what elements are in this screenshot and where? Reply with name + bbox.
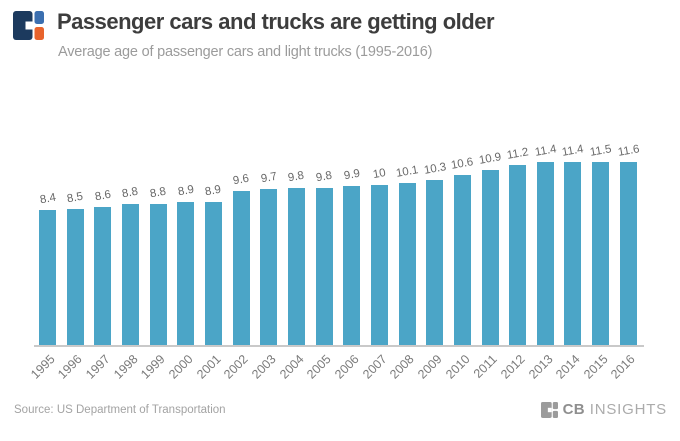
x-axis-label: 1996 — [55, 352, 86, 382]
bar-value-label: 8.9 — [176, 183, 195, 199]
chart-bars: 8.4 1995 8.5 1996 8.6 1997 8.8 1998 8.8 1999 8.9 20… — [28, 143, 640, 382]
bar — [94, 206, 112, 345]
bar — [592, 162, 610, 345]
bar — [619, 162, 637, 345]
bar-group: 9.8 2004 — [277, 145, 307, 381]
x-axis-label: 2010 — [442, 352, 473, 382]
bar-group: 8.4 1995 — [28, 145, 58, 382]
bar-group: 8.6 1997 — [83, 145, 113, 382]
bar-value-label: 8.8 — [149, 185, 168, 201]
bar — [66, 208, 84, 345]
bar-value-label: 10 — [372, 166, 387, 181]
bar-value-label: 8.9 — [204, 183, 223, 199]
bar — [149, 203, 167, 345]
bar-group: 10.1 2008 — [387, 145, 419, 382]
x-axis-label: 2005 — [304, 352, 334, 382]
x-axis-label: 2013 — [525, 352, 556, 382]
bar-group: 9.6 2002 — [221, 145, 251, 382]
footer-brand: CB INSIGHTS — [540, 401, 667, 418]
x-axis-label: 1998 — [110, 352, 141, 382]
bar-value-label: 10.6 — [450, 156, 475, 172]
x-axis-label: 2001 — [193, 352, 224, 382]
bar — [370, 184, 388, 345]
bar-group: 8.9 2000 — [166, 145, 196, 382]
x-axis-label: 1997 — [83, 352, 113, 382]
bar-group: 11.5 2015 — [581, 143, 613, 381]
bar-value-label: 9.9 — [342, 167, 361, 183]
bar-value-label: 8.6 — [93, 188, 112, 204]
x-axis-label: 2007 — [359, 352, 390, 382]
x-axis-label: 2000 — [166, 352, 196, 382]
x-axis-label: 2011 — [470, 352, 500, 381]
x-axis-label: 2002 — [221, 352, 251, 382]
bar — [287, 187, 305, 345]
page-title: Passenger cars and trucks are getting ol… — [57, 9, 495, 34]
bar-group: 11.4 2013 — [526, 143, 557, 381]
x-axis-label: 2009 — [415, 352, 445, 382]
x-axis-label: 2006 — [332, 352, 362, 382]
bar-group: 11.4 2014 — [553, 143, 585, 381]
x-axis-label: 1999 — [138, 352, 169, 382]
cbinsights-logo-gray-icon — [540, 401, 558, 418]
cbinsights-logo-icon — [13, 11, 44, 40]
bar — [453, 174, 471, 345]
plot-area: 8.4 1995 8.5 1996 8.6 1997 8.8 1998 8.8 1999 8.9 20… — [28, 143, 644, 382]
source-note: Source: US Department of Transportation — [14, 404, 226, 416]
x-axis-line — [34, 345, 644, 347]
bar — [39, 210, 56, 345]
x-axis-label: 2014 — [553, 352, 583, 382]
bar-group: 8.8 1998 — [111, 145, 141, 381]
bar-value-label: 9.6 — [232, 172, 251, 188]
x-axis-label: 2004 — [276, 352, 307, 382]
bar — [204, 202, 222, 345]
x-axis-label: 2012 — [497, 352, 528, 382]
bar-value-label: 10.1 — [394, 164, 420, 180]
bar — [509, 165, 527, 345]
bar-value-label: 11.2 — [506, 146, 530, 163]
bar-value-label: 10.9 — [477, 151, 503, 167]
x-axis-label: 2015 — [580, 352, 611, 382]
bar-value-label: 11.6 — [616, 143, 640, 159]
bar-group: 9.7 2003 — [249, 145, 279, 382]
bar — [564, 162, 582, 345]
bar-group: 8.9 2001 — [194, 145, 224, 382]
bar-value-label: 9.8 — [315, 169, 333, 185]
bar-value-label: 8.5 — [66, 190, 85, 205]
bar-value-label: 9.8 — [287, 169, 306, 185]
bar — [536, 162, 554, 345]
bar — [260, 189, 278, 345]
bar-group: 8.8 1999 — [138, 145, 168, 381]
bar-group: 9.8 2005 — [304, 145, 334, 381]
bar — [177, 202, 195, 345]
bar-value-label: 8.4 — [38, 191, 57, 207]
bar — [426, 179, 444, 345]
bar-group: 8.5 1996 — [55, 145, 85, 381]
bar — [343, 186, 361, 345]
bar-group: 10.9 2011 — [471, 145, 502, 381]
bar — [232, 190, 250, 345]
bar — [315, 187, 333, 345]
bar-group: 10 2007 — [360, 145, 390, 381]
x-axis-label: 2016 — [608, 352, 639, 382]
bar-value-label: 10.3 — [422, 160, 447, 177]
page-subtitle: Average age of passenger cars and light … — [58, 44, 433, 60]
bar — [481, 170, 499, 345]
bar-group: 10.3 2009 — [415, 145, 447, 382]
x-axis-label: 2008 — [387, 352, 417, 382]
bar — [398, 182, 416, 345]
bar-group: 11.6 2016 — [609, 143, 640, 381]
bar-group: 9.9 2006 — [332, 145, 362, 382]
bar-group: 10.6 2010 — [443, 145, 475, 382]
footer-brand-cb: CB — [562, 401, 585, 418]
bar-value-label: 8.8 — [121, 185, 140, 201]
bar-value-label: 11.5 — [588, 143, 613, 159]
bar-value-label: 9.7 — [259, 171, 278, 186]
x-axis-label: 1995 — [27, 352, 58, 382]
bar-value-label: 11.4 — [561, 143, 585, 159]
x-axis-label: 2003 — [249, 352, 279, 382]
bar — [121, 203, 139, 345]
footer-brand-insights: INSIGHTS — [589, 401, 667, 418]
bar-group: 11.2 2012 — [498, 145, 530, 381]
bar-value-label: 11.4 — [533, 143, 557, 159]
